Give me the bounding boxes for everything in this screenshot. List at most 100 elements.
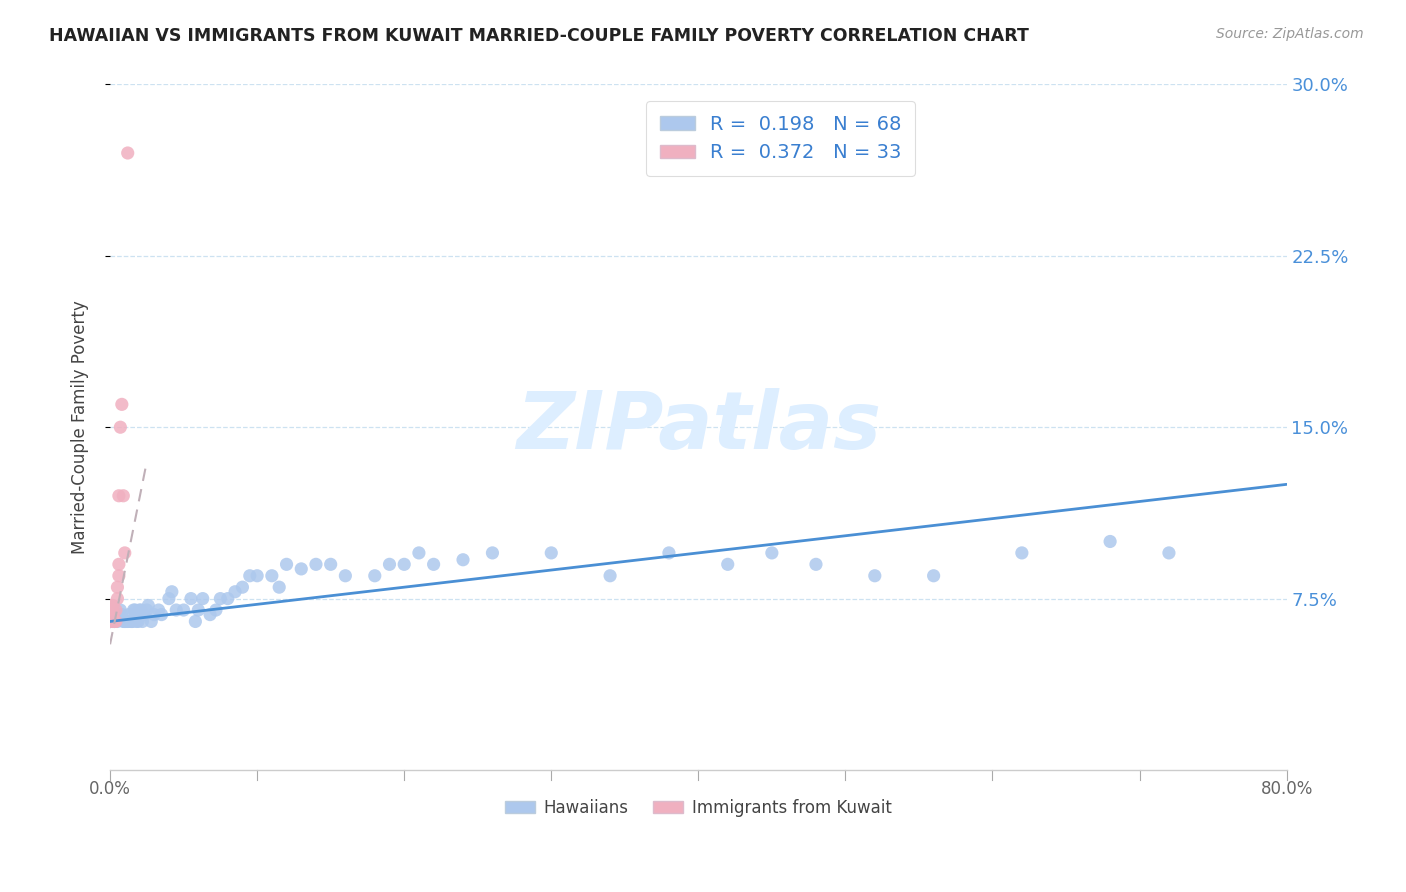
Point [103, 615, 125, 629]
Point [110, 603, 132, 617]
Point [118, 607, 141, 622]
Point [100, 599, 122, 613]
Point [98, 615, 121, 629]
Point [129, 603, 152, 617]
Point [173, 603, 195, 617]
Y-axis label: Married-Couple Family Poverty: Married-Couple Family Poverty [72, 301, 89, 554]
Point [422, 558, 444, 572]
Point [141, 615, 163, 629]
Point [98, 615, 121, 629]
Point [132, 607, 155, 622]
Point [335, 568, 357, 582]
Point [217, 591, 239, 606]
Point [451, 553, 474, 567]
Point [246, 568, 269, 582]
Point [863, 568, 886, 582]
Point [408, 546, 430, 560]
Point [115, 615, 138, 629]
Point [658, 546, 681, 560]
Point [101, 603, 124, 617]
Point [100, 607, 122, 622]
Point [114, 615, 136, 629]
Point [111, 397, 134, 411]
Point [104, 615, 127, 629]
Point [98, 615, 121, 629]
Point [101, 615, 124, 629]
Point [599, 568, 621, 582]
Point [231, 580, 253, 594]
Point [98, 615, 121, 629]
Point [111, 607, 134, 622]
Point [135, 603, 157, 617]
Point [269, 580, 291, 594]
Point [101, 615, 124, 629]
Point [127, 615, 149, 629]
Point [260, 568, 283, 582]
Point [165, 603, 187, 617]
Point [191, 591, 214, 606]
Point [117, 615, 139, 629]
Point [125, 615, 148, 629]
Point [100, 603, 122, 617]
Point [121, 615, 143, 629]
Point [378, 558, 401, 572]
Point [136, 599, 159, 613]
Point [120, 615, 142, 629]
Point [103, 615, 125, 629]
Point [98, 615, 121, 629]
Point [184, 615, 207, 629]
Point [108, 568, 131, 582]
Text: HAWAIIAN VS IMMIGRANTS FROM KUWAIT MARRIED-COUPLE FAMILY POVERTY CORRELATION CHA: HAWAIIAN VS IMMIGRANTS FROM KUWAIT MARRI… [49, 27, 1029, 45]
Legend: Hawaiians, Immigrants from Kuwait: Hawaiians, Immigrants from Kuwait [498, 792, 898, 823]
Point [108, 558, 131, 572]
Point [98, 615, 121, 629]
Point [1099, 534, 1122, 549]
Point [117, 146, 139, 161]
Point [148, 603, 170, 617]
Point [319, 558, 342, 572]
Point [131, 615, 153, 629]
Point [98, 615, 121, 629]
Point [305, 558, 328, 572]
Point [276, 558, 298, 572]
Point [157, 591, 180, 606]
Point [101, 607, 124, 622]
Point [112, 615, 135, 629]
Point [143, 607, 166, 622]
Text: Source: ZipAtlas.com: Source: ZipAtlas.com [1216, 27, 1364, 41]
Point [198, 607, 221, 622]
Point [364, 568, 387, 582]
Point [98, 615, 121, 629]
Point [187, 603, 209, 617]
Point [124, 603, 146, 617]
Point [128, 603, 150, 617]
Point [107, 615, 129, 629]
Point [392, 558, 415, 572]
Point [717, 558, 740, 572]
Point [101, 599, 124, 613]
Point [121, 615, 143, 629]
Point [224, 584, 246, 599]
Point [205, 603, 228, 617]
Point [180, 591, 202, 606]
Text: ZIPatlas: ZIPatlas [516, 388, 880, 467]
Point [110, 420, 132, 434]
Point [290, 562, 312, 576]
Point [1011, 546, 1033, 560]
Point [239, 568, 262, 582]
Point [540, 546, 562, 560]
Point [104, 603, 127, 617]
Point [107, 591, 129, 606]
Point [108, 489, 131, 503]
Point [804, 558, 827, 572]
Point [160, 584, 183, 599]
Point [112, 489, 135, 503]
Point [114, 546, 136, 560]
Point [481, 546, 503, 560]
Point [922, 568, 945, 582]
Point [150, 607, 173, 622]
Point [209, 591, 232, 606]
Point [1157, 546, 1180, 560]
Point [114, 615, 136, 629]
Point [107, 580, 129, 594]
